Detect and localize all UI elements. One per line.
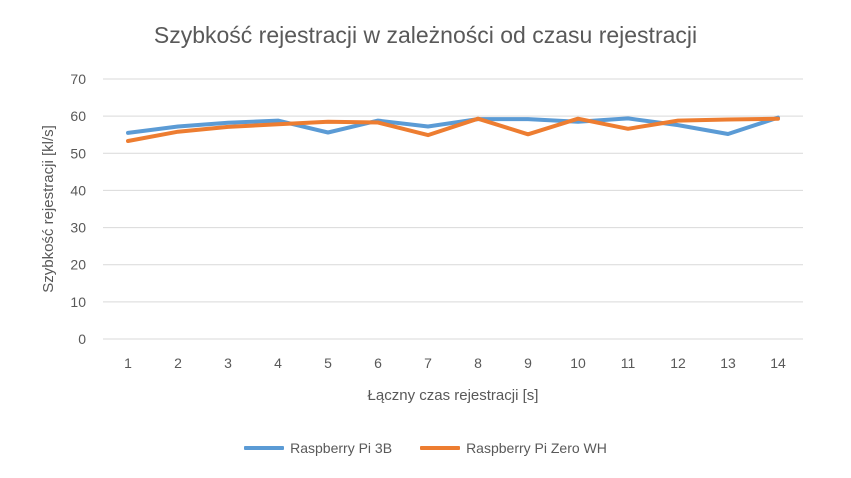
x-tick-label: 3	[224, 355, 232, 371]
legend-item-pi3b: Raspberry Pi 3B	[244, 440, 392, 456]
y-axis-label: Szybkość rejestracji [kl/s]	[40, 125, 57, 293]
legend-label-pizero: Raspberry Pi Zero WH	[466, 440, 607, 456]
legend: Raspberry Pi 3B Raspberry Pi Zero WH	[0, 440, 851, 456]
series-lines	[126, 115, 780, 143]
x-tick-label: 2	[174, 355, 182, 371]
x-tick-label: 10	[570, 355, 586, 371]
x-axis-label: Łączny czas rejestracji [s]	[368, 387, 539, 404]
legend-swatch-pizero	[420, 446, 461, 450]
x-tick-label: 7	[424, 355, 432, 371]
gridlines	[103, 78, 803, 303]
x-tick-label: 4	[274, 355, 282, 371]
chart-title: Szybkość rejestracji w zależności od cza…	[153, 22, 698, 48]
y-tick-label: 30	[70, 220, 86, 236]
legend-label-pi3b: Raspberry Pi 3B	[290, 440, 393, 456]
series-line-1	[126, 116, 780, 143]
x-tick-label: 5	[324, 355, 332, 371]
x-tick-label: 9	[524, 355, 532, 371]
y-tick-label: 10	[70, 294, 86, 310]
x-tick-label: 11	[621, 355, 636, 371]
x-tick-label: 6	[374, 355, 382, 371]
y-tick-label: 60	[70, 108, 86, 124]
legend-swatch-pi3b	[244, 446, 285, 450]
y-tick-label: 40	[70, 182, 86, 198]
x-tick-label: 8	[474, 355, 482, 371]
y-tick-label: 0	[78, 331, 86, 347]
y-tick-label: 50	[70, 145, 86, 161]
x-tick-label: 1	[124, 355, 132, 371]
y-tick-label: 70	[70, 71, 86, 87]
y-tick-label: 20	[70, 257, 86, 273]
x-tick-label: 13	[720, 355, 736, 371]
legend-item-pizero: Raspberry Pi Zero WH	[420, 440, 607, 456]
x-tick-label: 12	[670, 355, 686, 371]
x-tick-label: 14	[770, 355, 786, 371]
